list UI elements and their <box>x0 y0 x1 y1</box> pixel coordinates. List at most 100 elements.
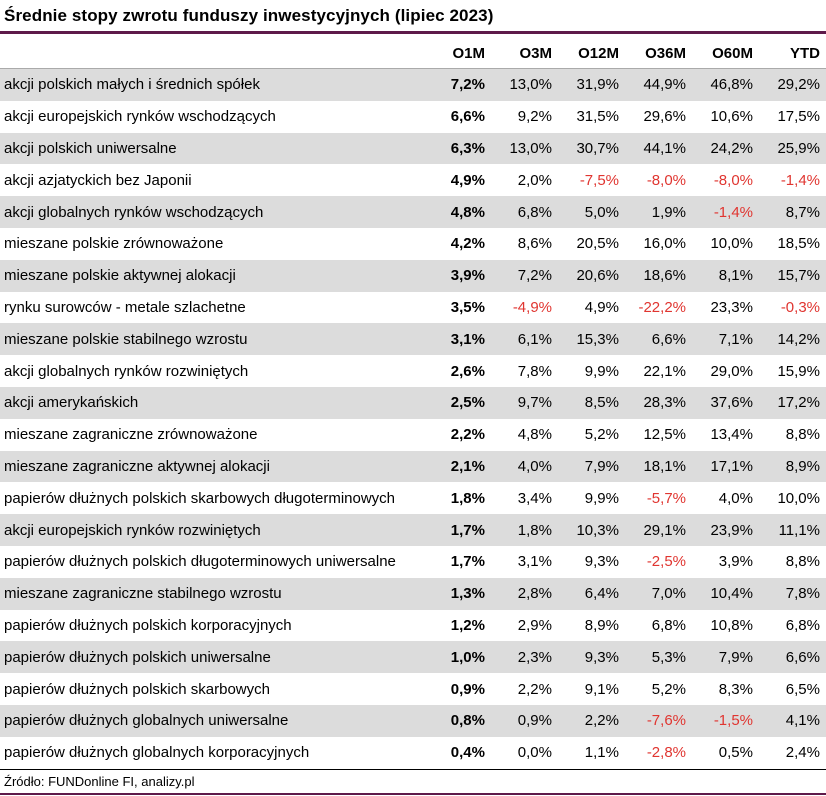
return-value: -1,4% <box>713 203 753 221</box>
return-value: -2,8% <box>646 744 686 762</box>
return-value: 9,9% <box>584 489 619 507</box>
return-value: 2,9% <box>517 616 552 634</box>
row-label: mieszane zagraniczne zrównoważone <box>4 426 258 444</box>
return-value: -5,7% <box>646 489 686 507</box>
row-label: rynku surowców - metale szlachetne <box>4 298 246 316</box>
return-value: 17,5% <box>777 108 820 126</box>
return-value: 7,8% <box>517 362 552 380</box>
row-label: akcji globalnych rynków wschodzących <box>4 203 264 221</box>
return-value: 20,6% <box>576 267 619 285</box>
return-value: 7,2% <box>450 76 485 94</box>
return-value: 10,6% <box>710 108 753 126</box>
table-row: mieszane polskie stabilnego wzrostu 3,1% 6… <box>0 323 826 356</box>
row-label: mieszane zagraniczne aktywnej alokacji <box>4 457 270 475</box>
return-value: -1,4% <box>780 171 820 189</box>
return-value: 2,2% <box>450 426 485 444</box>
row-label: akcji polskich małych i średnich spółek <box>4 76 260 94</box>
return-value: 1,3% <box>450 585 485 603</box>
table-body: akcji polskich małych i średnich spółek 7… <box>0 69 826 769</box>
row-label: akcji europejskich rynków rozwiniętych <box>4 521 261 539</box>
return-value: 4,2% <box>450 235 485 253</box>
return-value: 2,2% <box>517 680 552 698</box>
column-header-o12m: O12M <box>578 45 619 62</box>
return-value: 2,6% <box>450 362 485 380</box>
row-label: papierów dłużnych globalnych korporacyjn… <box>4 744 310 762</box>
table-row: mieszane zagraniczne stabilnego wzrostu 1… <box>0 577 826 610</box>
return-value: 30,7% <box>576 139 619 157</box>
table-row: mieszane polskie aktywnej alokacji 3,9% 7,… <box>0 259 826 292</box>
table-row: mieszane zagraniczne zrównoważone 2,2% 4,8… <box>0 419 826 451</box>
table-row: rynku surowców - metale szlachetne 3,5% -4… <box>0 292 826 324</box>
return-value: 6,1% <box>517 330 552 348</box>
table-row: akcji globalnych rynków wschodzących 4,8%… <box>0 196 826 228</box>
return-value: 9,3% <box>584 553 619 571</box>
row-label: akcji amerykańskich <box>4 394 139 412</box>
return-value: 2,0% <box>517 171 552 189</box>
return-value: 9,3% <box>584 648 619 666</box>
title-divider <box>0 31 826 34</box>
return-value: 18,1% <box>643 457 686 475</box>
column-header-o60m: O60M <box>712 45 753 62</box>
return-value: 2,1% <box>450 457 485 475</box>
return-value: 4,9% <box>450 171 485 189</box>
return-value: 3,9% <box>450 267 485 285</box>
row-label: mieszane polskie zrównoważone <box>4 235 224 253</box>
return-value: 10,4% <box>710 585 753 603</box>
table-header-row: O1M O3M O12M O36M O60M YTD <box>0 34 826 69</box>
return-value: 0,9% <box>517 712 552 730</box>
return-value: 4,0% <box>718 489 753 507</box>
return-value: 16,0% <box>643 235 686 253</box>
return-value: 0,5% <box>718 744 753 762</box>
return-value: 3,9% <box>718 553 753 571</box>
return-value: 6,6% <box>450 108 485 126</box>
return-value: 2,8% <box>517 585 552 603</box>
return-value: 15,3% <box>576 330 619 348</box>
return-value: 9,7% <box>517 394 552 412</box>
return-value: 23,3% <box>710 298 753 316</box>
row-label: papierów dłużnych polskich skarbowych <box>4 680 270 698</box>
table-row: papierów dłużnych polskich korporacyjnyc… <box>0 610 826 642</box>
row-label: akcji europejskich rynków wschodzących <box>4 108 276 126</box>
return-value: 1,0% <box>450 648 485 666</box>
return-value: -2,5% <box>646 553 686 571</box>
return-value: 46,8% <box>710 76 753 94</box>
bottom-divider <box>0 792 826 795</box>
column-header-o3m: O3M <box>519 45 552 62</box>
table-row: mieszane zagraniczne aktywnej alokacji 2,… <box>0 450 826 483</box>
column-header-ytd: YTD <box>790 45 820 62</box>
return-value: 14,2% <box>777 330 820 348</box>
page-title: Średnie stopy zwrotu funduszy inwestycyj… <box>4 6 494 25</box>
return-value: 5,0% <box>584 203 619 221</box>
return-value: 24,2% <box>710 139 753 157</box>
return-value: 7,1% <box>718 330 753 348</box>
return-value: 1,2% <box>450 616 485 634</box>
return-value: 6,8% <box>651 616 686 634</box>
return-value: 17,2% <box>777 394 820 412</box>
row-label: akcji polskich uniwersalne <box>4 139 177 157</box>
return-value: 44,1% <box>643 139 686 157</box>
return-value: 2,2% <box>584 712 619 730</box>
return-value: 6,6% <box>785 648 820 666</box>
return-value: 31,5% <box>576 108 619 126</box>
column-header-o36m: O36M <box>645 45 686 62</box>
return-value: 4,1% <box>785 712 820 730</box>
return-value: 1,8% <box>517 521 552 539</box>
return-value: 25,9% <box>777 139 820 157</box>
row-label: mieszane zagraniczne stabilnego wzrostu <box>4 585 282 603</box>
return-value: 6,3% <box>450 139 485 157</box>
return-value: 8,9% <box>785 457 820 475</box>
returns-table: O1M O3M O12M O36M O60M YTD akcji polskich mał… <box>0 34 826 769</box>
return-value: 12,5% <box>643 426 686 444</box>
return-value: 8,9% <box>584 616 619 634</box>
return-value: 2,3% <box>517 648 552 666</box>
return-value: 0,8% <box>450 712 485 730</box>
return-value: 8,1% <box>718 267 753 285</box>
return-value: 2,5% <box>450 394 485 412</box>
return-value: 15,9% <box>777 362 820 380</box>
return-value: -8,0% <box>646 171 686 189</box>
return-value: 3,5% <box>450 298 485 316</box>
table-row: akcji europejskich rynków wschodzących 6,… <box>0 101 826 133</box>
return-value: 1,7% <box>450 521 485 539</box>
return-value: 0,9% <box>450 680 485 698</box>
